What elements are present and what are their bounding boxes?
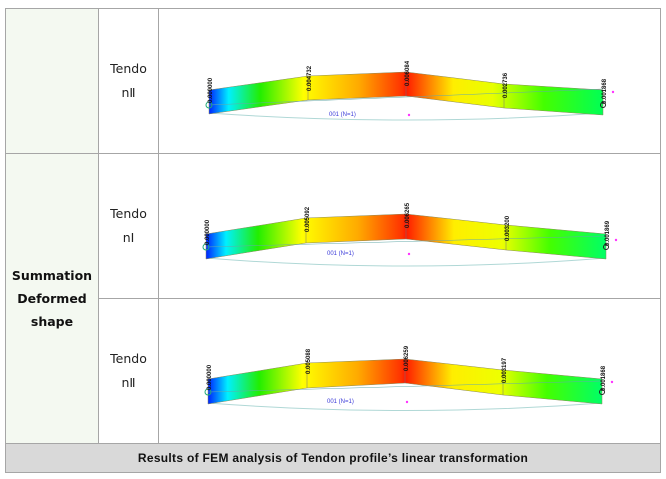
table-row-tendon-2-top: Tendo nⅡ: [5, 8, 661, 154]
node-value: 0.000000: [205, 219, 211, 245]
beam-contour-plot: 001 (N=1) 0.000000 0.005092 0.006265 0.0…: [202, 202, 618, 267]
group-label-line2: Deformed: [17, 291, 87, 306]
element-label: 001 (N=1): [329, 112, 356, 118]
node-value: 0.004732: [307, 65, 313, 91]
node-value: 0.001869: [605, 220, 611, 246]
node-value: 0.006259: [404, 345, 410, 371]
node-value: 0.000000: [207, 364, 213, 390]
table-row-tendon-1: Summation Deformed shape Tendo nⅠ: [5, 153, 661, 444]
support-node-icon: [202, 243, 210, 251]
table-caption: Results of FEM analysis of Tendon profil…: [5, 443, 661, 473]
tendon-label-cell: Tendo nⅠ: [98, 153, 159, 299]
support-node-icon: [204, 388, 212, 396]
group-label-line1: Summation: [11, 268, 93, 283]
fem-results-table: Tendo nⅡ: [5, 8, 661, 473]
deformed-shape-figure-2: 001 (N=1) 0.000000 0.005092 0.006265 0.0…: [158, 153, 661, 299]
node-value: 0.006265: [405, 202, 411, 228]
node-value: 0.002736: [503, 72, 509, 98]
caption-row: Results of FEM analysis of Tendon profil…: [5, 443, 661, 473]
element-label: 001 (N=1): [327, 399, 354, 405]
tendon-label-cell: Tendo nⅡ: [98, 8, 159, 154]
node-value: 0.003200: [505, 215, 511, 241]
table-row-tendon-2: Tendo nⅡ: [6, 298, 661, 444]
beam-contour-plot: 001 (N=1) 0.000000 0.005088 0.006259 0.0…: [204, 345, 614, 411]
tendon-label-line2: nⅡ: [121, 375, 136, 390]
node-value: 0.001868: [602, 78, 608, 104]
tendon-label-line1: Tendo: [110, 351, 147, 366]
node-value: 0.005088: [306, 348, 312, 374]
tendon-label-line1: Tendo: [110, 206, 147, 221]
group-label-line3: shape: [30, 314, 74, 329]
tendon-label-line2: nⅠ: [122, 230, 135, 245]
tendon-label-cell: Tendo nⅡ: [98, 298, 159, 444]
deformed-shape-figure-1: 001 (N=1) 0.000000 0.004732 0.006084 0.0…: [158, 8, 661, 154]
support-node-icon: [205, 101, 213, 109]
beam-contour-plot: 001 (N=1) 0.000000 0.004732 0.006084 0.0…: [205, 60, 615, 121]
node-value: 0.005092: [305, 206, 311, 232]
node-value: 0.003197: [502, 357, 508, 383]
undeformed-tendon-line: [208, 112, 604, 121]
tendon-label-line2: nⅡ: [121, 85, 136, 100]
node-value: 0.000000: [208, 77, 214, 103]
group-label-cell: Summation Deformed shape: [5, 153, 99, 444]
element-label: 001 (N=1): [327, 251, 354, 257]
group-cell-empty: [5, 8, 99, 154]
tendon-label-line1: Tendo: [110, 61, 147, 76]
node-value: 0.006084: [405, 60, 411, 86]
node-value: 0.001868: [601, 365, 607, 391]
deformed-shape-figure-3: 001 (N=1) 0.000000 0.005088 0.006259 0.0…: [158, 298, 661, 444]
